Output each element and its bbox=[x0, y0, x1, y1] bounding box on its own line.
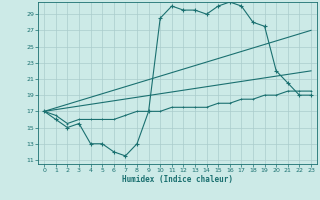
X-axis label: Humidex (Indice chaleur): Humidex (Indice chaleur) bbox=[122, 175, 233, 184]
